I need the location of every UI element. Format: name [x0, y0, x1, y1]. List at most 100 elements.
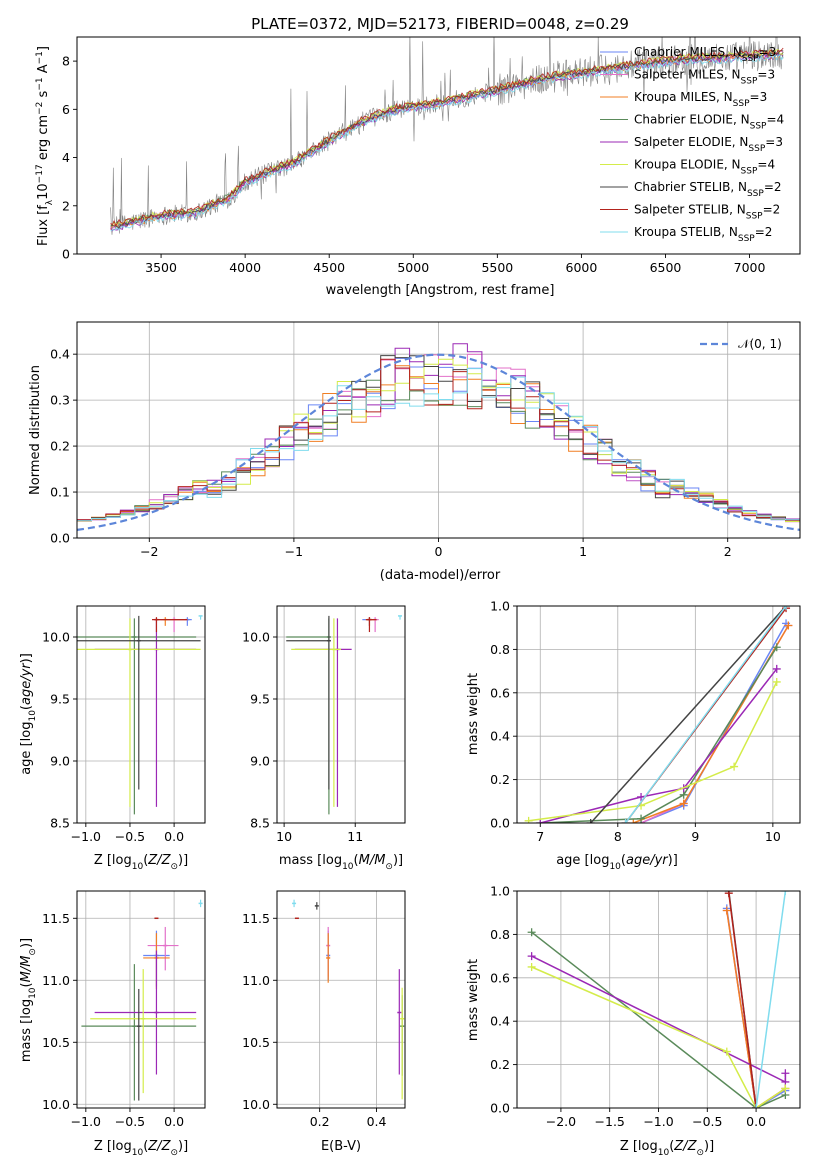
axes-frame — [76, 605, 206, 824]
x-axis-label: E(B-V) — [321, 1139, 361, 1154]
x-tick-label: 0.0 — [746, 1114, 766, 1129]
panel-mass-weight-vs-age: 7 8 9 10 0.0 0.2 0.4 0.6 0.8 1.0 age [log10(age/yr… — [466, 599, 801, 872]
weight-marker — [772, 643, 781, 652]
plot-area — [517, 891, 800, 1108]
x-tick-label: 5000 — [397, 260, 429, 275]
weight-marker — [679, 799, 688, 808]
weight-marker — [536, 819, 545, 823]
axes-frame — [276, 890, 406, 1109]
y-axis-label: mass weight — [466, 959, 481, 1041]
weight-marker — [722, 906, 731, 915]
x-tick-label: 5500 — [481, 260, 513, 275]
y-tick-label: 11.0 — [42, 973, 70, 988]
x-tick-label: −1 — [285, 544, 303, 559]
panel-mass-weight-vs-z: −2.0 −1.5 −1.0 −0.5 0.0 0.0 0.2 0.4 0.6 0.8 1.0 Z [… — [466, 884, 801, 1158]
weight-marker — [781, 1084, 790, 1093]
y-tick-label: 9.5 — [250, 692, 270, 707]
y-axis-label: mass [log10(M/M⊙)] — [19, 938, 38, 1062]
x-tick-label: −2 — [140, 544, 158, 559]
x-tick-label: 6000 — [566, 260, 598, 275]
legend-label: Salpeter STELIB, NSSP=2 — [634, 203, 780, 222]
y-tick-label: 10.0 — [242, 1097, 270, 1112]
y-tick-label: 11.5 — [42, 911, 70, 926]
legend: 𝒩(0, 1) — [700, 337, 782, 351]
weight-marker — [586, 819, 595, 823]
x-tick-label: 0.0 — [164, 829, 184, 844]
axes-frame — [516, 605, 801, 824]
panel-spectrum: 3500 4000 4500 5000 5500 6000 6500 7000 0 2 4 6 8 PLA… — [35, 15, 801, 298]
y-tick-label: 2 — [62, 198, 70, 213]
plot-area — [277, 606, 405, 823]
panel-mass-vs-ebv: 0.2 0.4 10.0 10.5 11.0 11.5 E(B-V) — [242, 890, 406, 1154]
y-tick-label: 9.0 — [50, 754, 70, 769]
normal-curve — [77, 353, 800, 531]
y-axis-label: age [log10(age/yr)] — [19, 653, 38, 775]
weight-marker — [730, 762, 739, 771]
weight-marker — [772, 664, 781, 673]
histogram-step — [77, 368, 800, 522]
x-tick-label: −1.0 — [71, 1114, 101, 1129]
legend-label: Chabrier ELODIE, NSSP=4 — [634, 113, 784, 132]
x-tick-label: 11 — [347, 829, 363, 844]
y-tick-label: 1.0 — [490, 884, 510, 899]
weight-marker — [524, 816, 533, 823]
weight-marker — [784, 621, 793, 630]
x-tick-label: −2.0 — [546, 1114, 576, 1129]
legend-label: Salpeter ELODIE, NSSP=3 — [634, 135, 783, 154]
x-tick-label: 3500 — [145, 260, 177, 275]
x-tick-label: 7 — [536, 829, 544, 844]
plot-area — [110, 37, 784, 235]
x-tick-label: 0.0 — [164, 1114, 184, 1129]
y-tick-label: 1.0 — [490, 599, 510, 614]
axes-frame — [76, 890, 206, 1109]
weight-marker — [722, 1047, 731, 1056]
x-tick-label: −0.5 — [115, 1114, 145, 1129]
x-axis-label: wavelength [Angstrom, rest frame] — [326, 283, 555, 298]
y-tick-label: 0 — [62, 247, 70, 262]
x-tick-label: 8 — [614, 829, 622, 844]
x-tick-label: 2 — [724, 544, 732, 559]
x-axis-label: Z [log10(Z/Z⊙)] — [620, 1139, 714, 1158]
y-tick-label: 10.0 — [242, 630, 270, 645]
y-tick-label: 0.4 — [490, 729, 510, 744]
y-tick-label: 6 — [62, 102, 70, 117]
x-tick-label: 0.2 — [310, 1114, 330, 1129]
weight-marker — [781, 891, 790, 895]
legend: Chabrier MILES, NSSP=3 Salpeter MILES, NS… — [600, 45, 784, 244]
weight-marker — [637, 792, 646, 801]
weight-marker — [752, 1104, 761, 1108]
y-tick-label: 10.5 — [242, 1035, 270, 1050]
y-tick-label: 4 — [62, 150, 70, 165]
weight-marker — [527, 952, 536, 961]
x-tick-label: −0.5 — [115, 829, 145, 844]
histogram-step — [77, 358, 800, 522]
weight-marker — [527, 928, 536, 937]
weight-marker — [637, 814, 646, 823]
x-tick-label: −1.0 — [643, 1114, 673, 1129]
y-tick-label: 0.2 — [50, 439, 70, 454]
axes-frame — [516, 890, 801, 1109]
legend-label: Chabrier MILES, NSSP=3 — [634, 45, 776, 64]
y-tick-label: 0.0 — [490, 1101, 510, 1116]
y-tick-label: 0.0 — [490, 816, 510, 831]
weight-marker — [724, 891, 733, 898]
x-axis-label: age [log10(age/yr)] — [556, 853, 678, 872]
plot-area — [277, 891, 405, 1108]
y-tick-label: 0.3 — [50, 393, 70, 408]
y-tick-label: 8.5 — [50, 816, 70, 831]
x-axis-label: (data-model)/error — [380, 568, 501, 583]
panel-age-vs-mass: 10 11 8.5 9.0 9.5 10.0 mass [log10(M/M⊙)] — [242, 605, 406, 872]
x-tick-label: −1.5 — [595, 1114, 625, 1129]
chart-title: PLATE=0372, MJD=52173, FIBERID=0048, z=0… — [251, 15, 629, 33]
x-axis-label: Z [log10(Z/Z⊙)] — [94, 1139, 188, 1158]
panel-mass-vs-z: −1.0 −0.5 0.0 10.0 10.5 11.0 11.5 Z [log10(Z/Z⊙… — [19, 890, 206, 1158]
y-tick-label: 0.8 — [490, 927, 510, 942]
plot-area — [517, 606, 800, 823]
weight-marker — [782, 606, 791, 610]
legend-label: Salpeter MILES, NSSP=3 — [634, 68, 775, 87]
panel-age-vs-z: −1.0 −0.5 0.0 8.5 9.0 9.5 10.0 Z [log10(Z/Z⊙)] a… — [19, 605, 206, 872]
x-tick-label: −0.5 — [692, 1114, 722, 1129]
y-axis-label: Flux [fλ10−17 erg cm−2 s−1 A−1] — [35, 46, 55, 246]
weight-line — [540, 646, 778, 823]
